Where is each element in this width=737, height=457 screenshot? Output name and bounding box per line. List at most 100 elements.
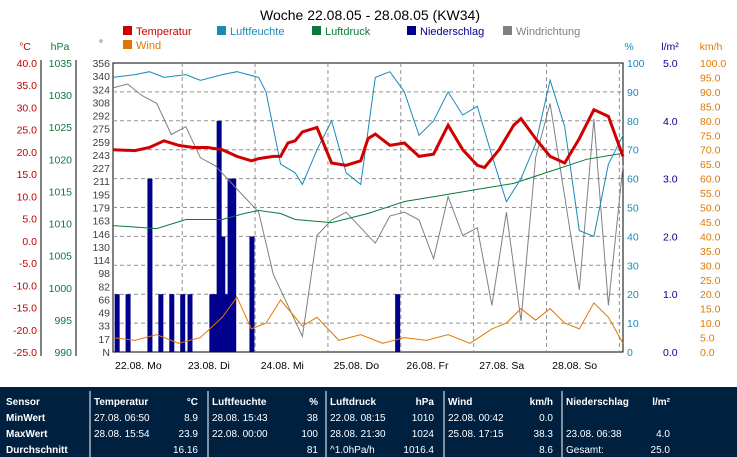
y-tick-label: 2.0 xyxy=(663,231,678,243)
stats-header-press-unit: hPa xyxy=(416,397,435,408)
stats-wind-value: 0.0 xyxy=(539,413,553,424)
y-tick-label: 1.0 xyxy=(663,289,678,301)
stats-hum-value: 38 xyxy=(307,413,319,424)
y-tick-label: 30 xyxy=(627,260,639,272)
stats-press-value: 1016.4 xyxy=(403,445,434,456)
rain-bar xyxy=(216,120,222,352)
y-tick-label: 20.0 xyxy=(700,289,721,301)
axis-unit: % xyxy=(624,41,633,53)
rain-bar xyxy=(227,178,233,352)
stats-rain-time: Gesamt: xyxy=(566,445,604,456)
y-tick-label: 0 xyxy=(627,347,633,359)
y-tick-label: 114 xyxy=(93,255,110,267)
stats-press-time: 22.08. 08:15 xyxy=(330,413,386,424)
stats-row-label: MinWert xyxy=(6,413,46,424)
axis-unit: km/h xyxy=(700,41,723,53)
axis-unit: °C xyxy=(19,41,31,53)
y-tick-label: 10.0 xyxy=(17,191,38,203)
y-tick-label: 95.0 xyxy=(700,72,721,84)
y-tick-label: 1000 xyxy=(49,283,73,295)
legend: Temperatur Luftfeuchte Luftdruck Niederschl… xyxy=(123,26,580,52)
y-tick-label: 75.0 xyxy=(700,130,721,142)
y-tick-label: 0.0 xyxy=(22,236,37,248)
y-tick-label: 340 xyxy=(92,71,110,83)
stats-rain-value: 25.0 xyxy=(651,445,671,456)
y-tick-label: 990 xyxy=(54,347,72,359)
stats-row-label: MaxWert xyxy=(6,429,48,440)
rain-bar xyxy=(209,294,215,352)
humidity-line xyxy=(112,71,624,238)
x-tick-label: 22.08. Mo xyxy=(115,360,162,372)
stats-header-rain: Niederschlag xyxy=(566,397,629,408)
chart-title: Woche 22.08.05 - 28.08.05 (KW34) xyxy=(260,7,480,23)
stats-header-temp: Temperatur xyxy=(94,397,148,408)
y-tick-label: 356 xyxy=(92,58,110,70)
Temperatur xyxy=(112,107,625,170)
stats-header-hum: Luftfeuchte xyxy=(212,397,267,408)
stats-wind-time: 22.08. 00:42 xyxy=(448,413,504,424)
rain-bar xyxy=(125,294,131,352)
y-tick-label: 15.0 xyxy=(700,304,721,316)
legend-label: Luftdruck xyxy=(325,26,371,38)
y-tick-label: 60 xyxy=(627,174,639,186)
legend-swatch xyxy=(123,26,132,35)
stats-rain-time: 23.08. 06:38 xyxy=(566,429,622,440)
y-tick-label: 3.0 xyxy=(663,174,678,186)
y-tick-label: -15.0 xyxy=(13,303,37,315)
y-tick-label: 4.0 xyxy=(663,116,678,128)
y-tick-label: 70 xyxy=(627,145,639,157)
y-tick-label: 25.0 xyxy=(17,125,38,137)
x-tick-label: 28.08. So xyxy=(552,360,597,372)
y-tick-label: 211 xyxy=(93,176,110,188)
y-tick-label: -20.0 xyxy=(13,325,37,337)
rain-bar xyxy=(187,294,193,352)
x-tick-label: 27.08. Sa xyxy=(479,360,524,372)
y-tick-label: 40.0 xyxy=(700,231,721,243)
y-tick-label: -10.0 xyxy=(13,280,37,292)
y-tick-label: 80.0 xyxy=(700,116,721,128)
y-tick-label: 146 xyxy=(92,229,110,241)
legend-swatch xyxy=(217,26,226,35)
y-tick-label: 100.0 xyxy=(700,58,726,70)
y-tick-label: 163 xyxy=(92,216,110,228)
stats-header-hum-unit: % xyxy=(309,397,318,408)
rain-bar xyxy=(223,294,229,352)
y-tick-label: 1025 xyxy=(49,122,73,134)
y-tick-label: 292 xyxy=(92,111,110,123)
rain-bar xyxy=(158,294,164,352)
x-tick-label: 23.08. Di xyxy=(188,360,230,372)
y-tick-label: 35.0 xyxy=(17,80,38,92)
grid xyxy=(113,63,623,352)
stats-hum-value: 81 xyxy=(307,445,319,456)
weather-chart: Woche 22.08.05 - 28.08.05 (KW34) Tempera… xyxy=(13,7,726,372)
rain-bar xyxy=(147,178,153,352)
x-axis-labels: 22.08. Mo 23.08. Di 24.08. Mi 25.08. Do 26.0… xyxy=(115,360,597,372)
y-tick-label: 80 xyxy=(627,116,639,128)
rain-bar xyxy=(249,236,255,352)
stats-header-rain-unit: l/m² xyxy=(652,397,670,408)
wind-direction-line xyxy=(112,83,624,339)
y-tick-label: 275 xyxy=(92,124,110,136)
stats-wind-time: 25.08. 17:15 xyxy=(448,429,504,440)
legend-label: Niederschlag xyxy=(420,26,484,38)
stats-temp-time: 27.08. 06:50 xyxy=(94,413,150,424)
stats-header-wind-unit: km/h xyxy=(530,397,553,408)
y-tick-label: 1010 xyxy=(49,219,73,231)
rain-bar xyxy=(220,236,226,352)
y-tick-label: 82 xyxy=(98,281,110,293)
stats-header-temp-unit: °C xyxy=(187,397,198,408)
stats-temp-value: 8.9 xyxy=(184,413,198,424)
y-tick-label: 66 xyxy=(98,294,110,306)
y-tick-label: 100 xyxy=(627,58,645,70)
y-axes: 40.0 35.0 30.0 25.0 20.0 15.0 10.0 5.0 0.0 -5.0 -1… xyxy=(13,58,726,359)
legend-label: Windrichtung xyxy=(516,26,580,38)
y-tick-label: 10.0 xyxy=(700,318,721,330)
stats-wind-value: 38.3 xyxy=(534,429,554,440)
y-tick-label: 90 xyxy=(627,87,639,99)
y-tick-label: -25.0 xyxy=(13,347,37,359)
y-tick-label: 33 xyxy=(98,321,110,333)
y-tick-label: 5.0 xyxy=(700,333,715,345)
y-tick-label: 10 xyxy=(627,318,639,330)
y-tick-label: 50.0 xyxy=(700,203,721,215)
x-tick-label: 24.08. Mi xyxy=(261,360,304,372)
